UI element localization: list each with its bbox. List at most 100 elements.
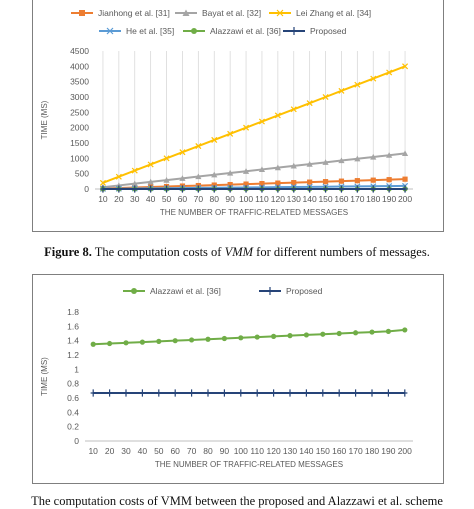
- x-tick-label: 110: [250, 446, 264, 456]
- figure-8-caption-text-2: for different numbers of messages.: [253, 245, 430, 259]
- data-point: [386, 389, 391, 396]
- data-point: [353, 389, 358, 396]
- legend-item-bayat-et-al-32: Bayat et al. [32]: [175, 8, 261, 18]
- legend-marker: [79, 10, 85, 16]
- legend-label: Jianhong et al. [31]: [98, 8, 170, 18]
- x-tick-label: 90: [225, 194, 235, 204]
- x-tick-label: 190: [382, 194, 396, 204]
- legend-label: Proposed: [310, 26, 347, 36]
- figure-8-caption: Figure 8. The computation costs of VMM f…: [0, 245, 474, 260]
- y-tick-label: 1.8: [67, 307, 79, 317]
- x-tick-label: 120: [271, 194, 285, 204]
- y-tick-label: 1500: [70, 138, 89, 148]
- data-point: [140, 389, 145, 396]
- y-axis-label: TIME (MS): [40, 100, 49, 139]
- data-point: [123, 389, 128, 396]
- y-tick-label: 1.4: [67, 336, 79, 346]
- figure-8-caption-text-1: The computation costs of: [95, 245, 225, 259]
- x-tick-label: 190: [381, 446, 395, 456]
- y-tick-label: 2500: [70, 107, 89, 117]
- x-axis-label: THE NUMBER OF TRAFFIC-RELATED MESSAGES: [160, 208, 348, 217]
- data-point: [355, 178, 360, 183]
- x-tick-label: 60: [178, 194, 188, 204]
- legend-marker: [131, 288, 137, 294]
- legend-label: Lei Zhang et al. [34]: [296, 8, 371, 18]
- data-point: [140, 340, 145, 345]
- data-point: [369, 389, 374, 396]
- x-tick-label: 110: [255, 194, 269, 204]
- data-point: [271, 389, 276, 396]
- data-point: [238, 389, 243, 396]
- data-point: [323, 179, 328, 184]
- data-point: [402, 389, 407, 396]
- x-tick-label: 60: [170, 446, 180, 456]
- x-tick-label: 20: [114, 194, 124, 204]
- y-tick-label: 0.6: [67, 393, 79, 403]
- data-point: [304, 332, 309, 337]
- y-tick-label: 500: [75, 169, 89, 179]
- data-point: [173, 338, 178, 343]
- y-tick-label: 0: [84, 184, 89, 194]
- data-point: [238, 335, 243, 340]
- data-point: [369, 329, 374, 334]
- data-point: [353, 330, 358, 335]
- x-tick-label: 150: [318, 194, 332, 204]
- legend-item-lei-zhang-et-al-34: Lei Zhang et al. [34]: [269, 8, 371, 18]
- x-tick-label: 50: [162, 194, 172, 204]
- data-point: [189, 389, 194, 396]
- data-point: [205, 389, 210, 396]
- x-tick-label: 20: [105, 446, 115, 456]
- data-point: [337, 331, 342, 336]
- legend-item-jianhong-et-al-31: Jianhong et al. [31]: [71, 8, 170, 18]
- y-tick-label: 0.8: [67, 379, 79, 389]
- x-tick-label: 140: [299, 446, 313, 456]
- x-tick-label: 80: [203, 446, 213, 456]
- data-point: [271, 334, 276, 339]
- y-tick-label: 1.6: [67, 321, 79, 331]
- y-axis-label: TIME (MS): [40, 357, 49, 396]
- data-point: [156, 339, 161, 344]
- x-tick-label: 160: [334, 194, 348, 204]
- series-alazzawi-et-al-36: [91, 327, 408, 347]
- y-tick-label: 1000: [70, 153, 89, 163]
- legend: Jianhong et al. [31] Bayat et al. [32] Lei…: [71, 8, 371, 36]
- x-tick-label: 50: [154, 446, 164, 456]
- x-tick-label: 200: [398, 194, 412, 204]
- data-point: [91, 342, 96, 347]
- x-tick-label: 10: [88, 446, 98, 456]
- data-point: [287, 333, 292, 338]
- x-tick-label: 140: [303, 194, 317, 204]
- legend-label: He et al. [35]: [126, 26, 174, 36]
- y-tick-label: 3500: [70, 77, 89, 87]
- legend-marker: [291, 27, 297, 35]
- x-tick-label: 70: [187, 446, 197, 456]
- legend-label: Proposed: [286, 286, 323, 296]
- data-point: [337, 389, 342, 396]
- x-tick-label: 130: [287, 194, 301, 204]
- y-tick-label: 0: [74, 436, 79, 446]
- data-point: [339, 179, 344, 184]
- legend-item-proposed: Proposed: [259, 286, 323, 296]
- y-tick-label: 0.2: [67, 422, 79, 432]
- x-tick-label: 180: [365, 446, 379, 456]
- x-tick-label: 40: [138, 446, 148, 456]
- legend-marker: [267, 287, 273, 295]
- y-tick-label: 1: [74, 364, 79, 374]
- x-tick-label: 160: [332, 446, 346, 456]
- data-point: [107, 389, 112, 396]
- data-point: [255, 334, 260, 339]
- data-point: [156, 389, 161, 396]
- x-tick-label: 100: [234, 446, 248, 456]
- x-tick-label: 170: [349, 446, 363, 456]
- grid-lines: [103, 51, 405, 189]
- x-tick-label: 170: [350, 194, 364, 204]
- x-tick-label: 90: [220, 446, 230, 456]
- legend-item-proposed: Proposed: [283, 26, 347, 36]
- series-proposed: [91, 389, 408, 396]
